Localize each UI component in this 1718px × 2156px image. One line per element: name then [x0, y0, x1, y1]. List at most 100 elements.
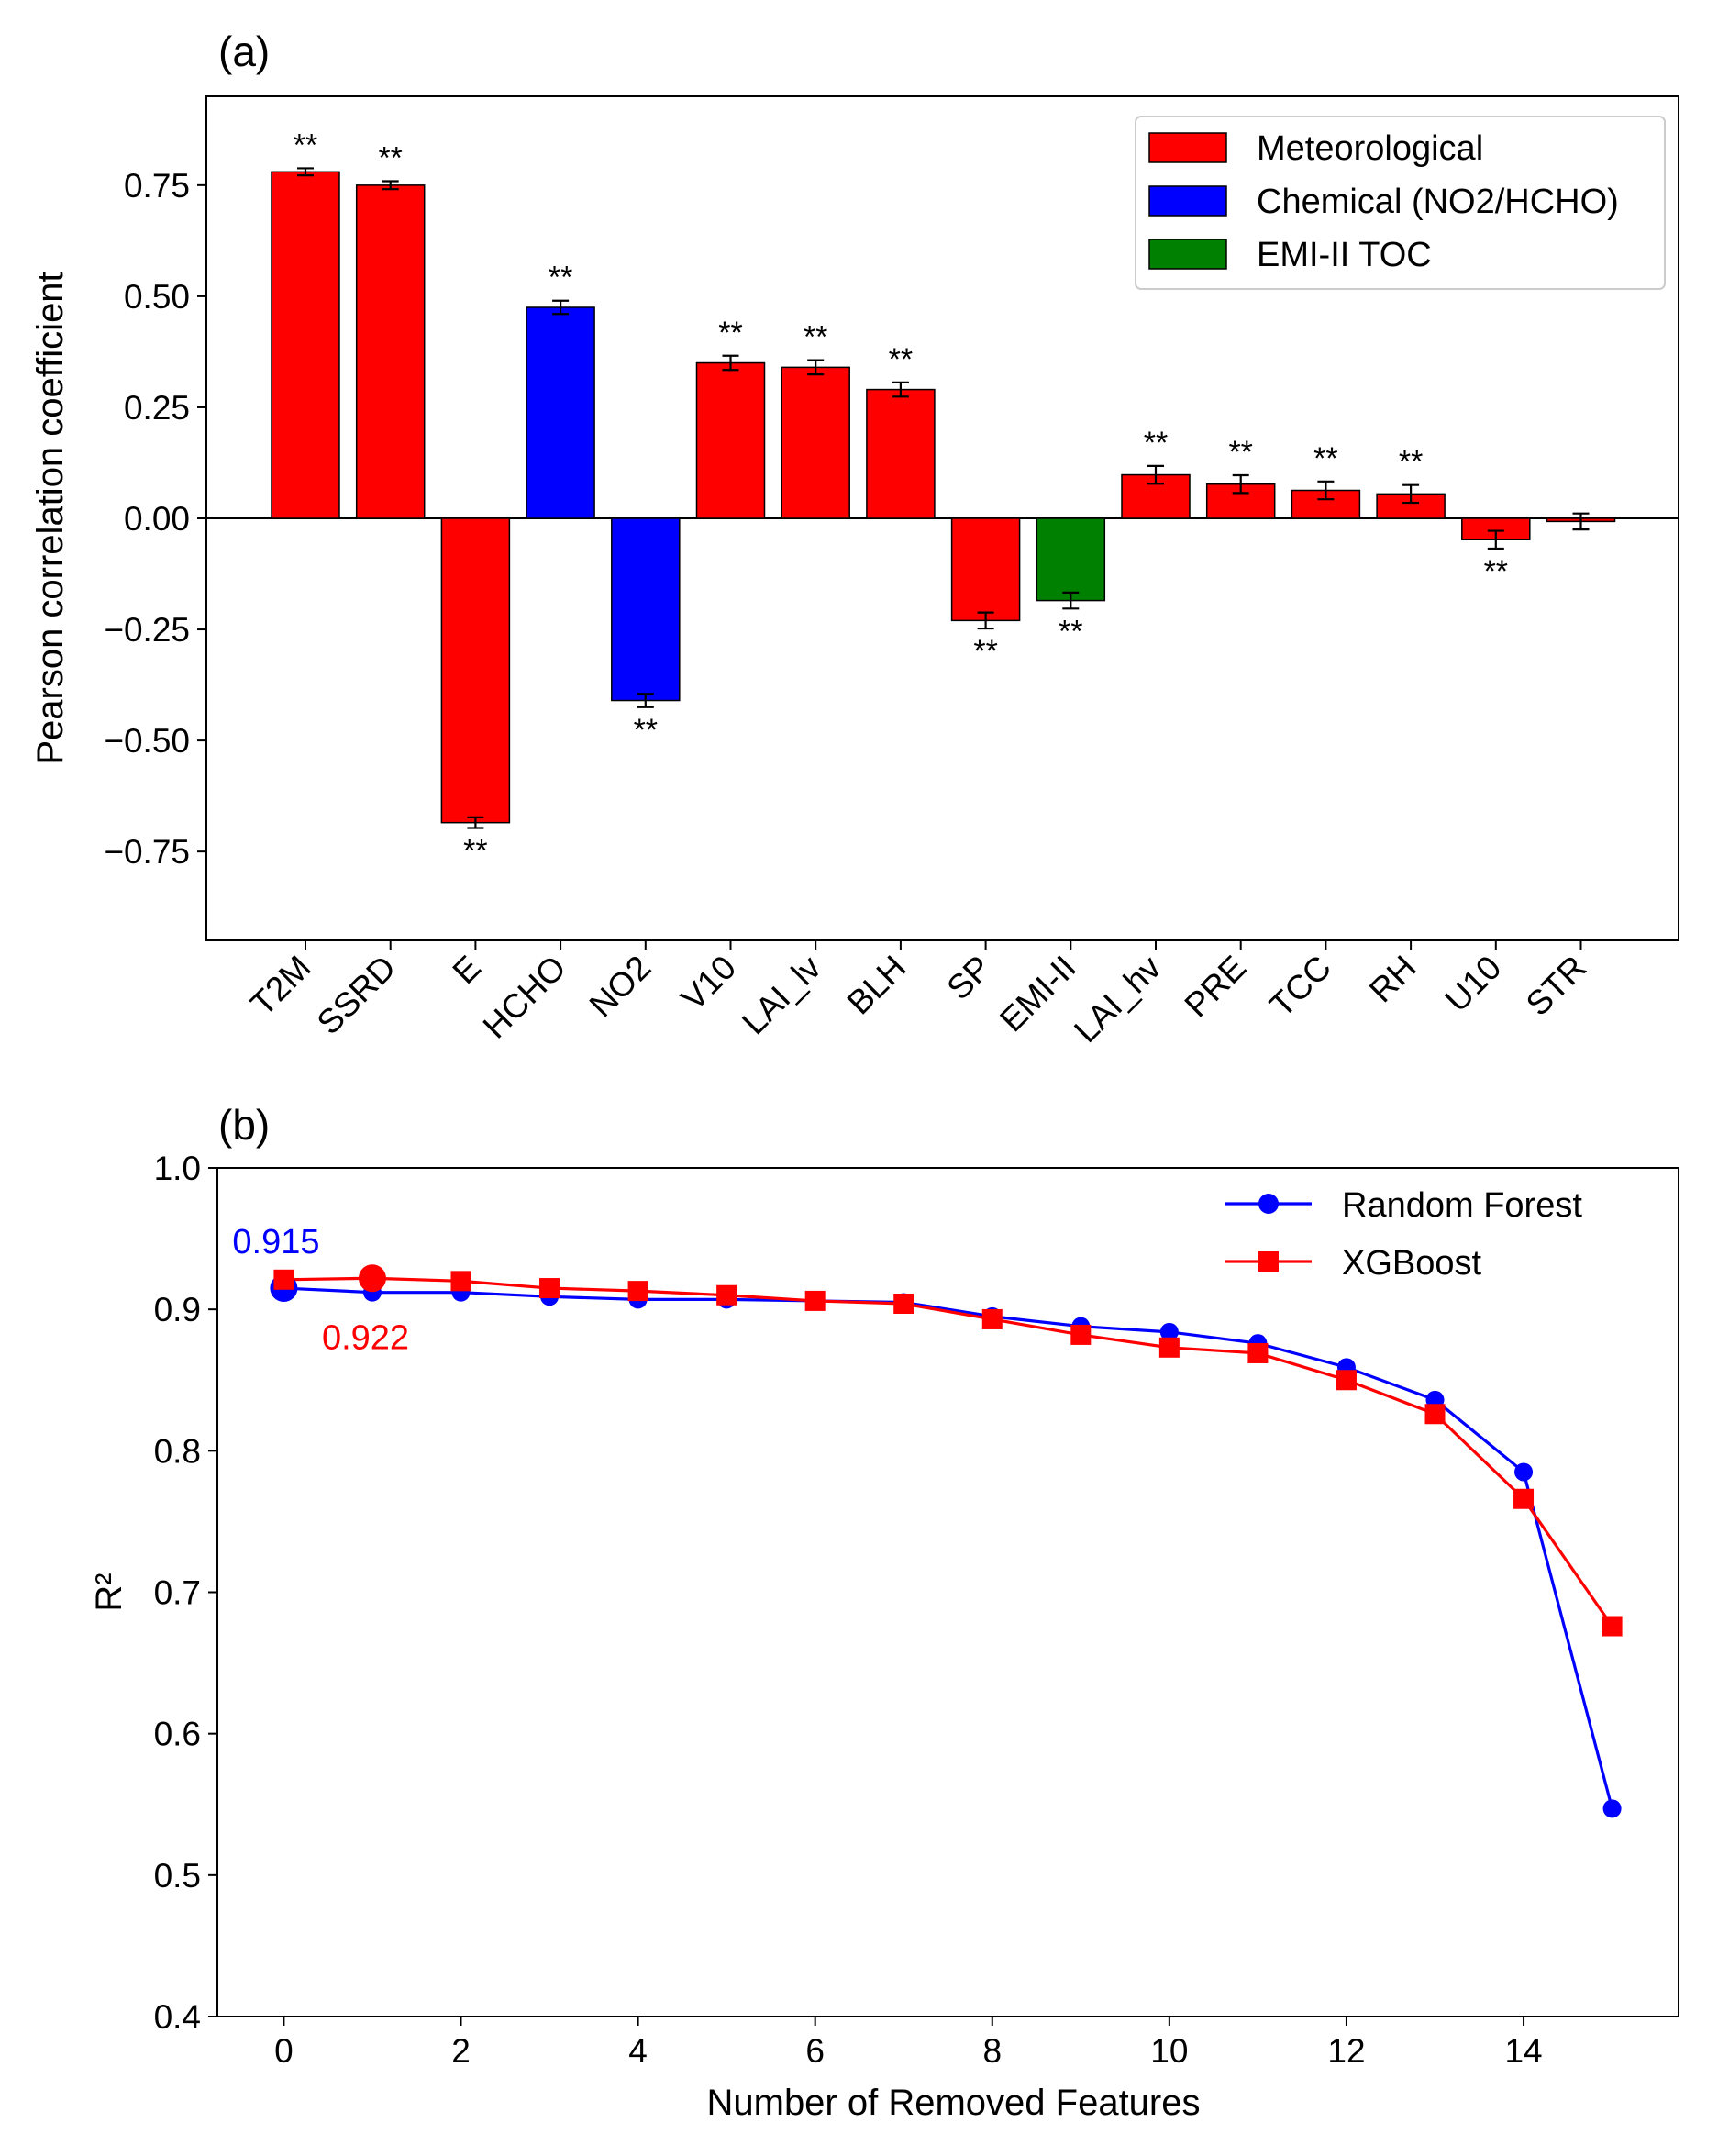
bar-E — [440, 517, 511, 824]
y-tick-label: 0.75 — [124, 167, 190, 205]
x-tick-label-HCHO: HCHO — [476, 949, 573, 1046]
point-xgboost — [450, 1271, 471, 1292]
significance-BLH: ** — [889, 342, 913, 377]
error-bar-E — [467, 816, 484, 829]
bar-BLH — [866, 388, 936, 519]
significance-NO2: ** — [634, 713, 658, 748]
significance-U10: ** — [1484, 554, 1508, 589]
significance-T2M: ** — [294, 128, 317, 162]
y-tick-label: 0.00 — [124, 500, 190, 538]
point-xgboost — [1158, 1337, 1180, 1358]
panel-b-legend: Random Forest XGBoost — [1225, 1186, 1582, 1283]
y-tick-label: −0.25 — [104, 611, 190, 649]
x-tick-label-SSRD: SSRD — [310, 949, 404, 1042]
y-tick-label: 0.7 — [154, 1574, 201, 1612]
x-tick-label: 2 — [451, 2032, 471, 2070]
point-xgboost — [804, 1290, 826, 1311]
error-bar-HCHO — [552, 299, 570, 316]
x-tick-label-LAI_lv: LAI_lv — [735, 948, 828, 1041]
x-tick-label: 4 — [628, 2032, 648, 2070]
x-tick-label-U10: U10 — [1437, 949, 1508, 1019]
point-xgboost — [716, 1284, 737, 1306]
legend-marker — [1258, 1251, 1279, 1272]
bar-T2M — [271, 171, 340, 519]
point-xgboost — [627, 1281, 648, 1302]
bar-HCHO — [526, 306, 595, 519]
y-tick-label: −0.75 — [104, 833, 190, 871]
bar-RH — [1376, 493, 1446, 519]
y-tick-label: 0.9 — [154, 1291, 201, 1328]
panel-b-y-axis-title: R² — [89, 1573, 129, 1611]
x-tick-label: 6 — [805, 2032, 825, 2070]
panel-b-line-chart: (b) R² Number of Removed Features 0.915 0… — [89, 1101, 1679, 2123]
panel-b-x-axis-title: Number of Removed Features — [706, 2083, 1200, 2123]
panel-b-label: (b) — [218, 1101, 270, 1149]
panel-a-legend: Meteorological Chemical (NO2/HCHO) EMI-II … — [1135, 116, 1666, 290]
y-tick-label: 0.6 — [154, 1716, 201, 1753]
significance-SSRD: ** — [378, 140, 402, 175]
error-bar-NO2 — [637, 693, 654, 708]
significance-LAI_hv: ** — [1144, 426, 1168, 461]
legend-swatch — [1148, 185, 1227, 217]
significance-EMI-II: ** — [1059, 614, 1082, 649]
error-bar-LAI_lv — [807, 359, 825, 376]
significance-LAI_lv: ** — [804, 320, 827, 355]
legend-label: Chemical (NO2/HCHO) — [1257, 183, 1619, 221]
x-tick-label-TCC: TCC — [1262, 949, 1338, 1025]
error-bar-TCC — [1317, 480, 1335, 501]
bar-NO2 — [611, 517, 681, 702]
y-tick-label: 1.0 — [154, 1150, 201, 1187]
y-tick-label: 0.50 — [124, 278, 190, 316]
panel-b-plot-area: 0.915 0.922 0 2 4 6 8 10 12 14 0.4 0.5 0.6 0.7 0.8 0.9 1… — [154, 1150, 1679, 2070]
error-bar-SP — [977, 611, 994, 630]
x-tick-label-V10: V10 — [674, 949, 744, 1018]
error-bar-V10 — [722, 354, 739, 372]
y-tick-label: 0.4 — [154, 1998, 201, 2036]
point-xgboost — [1247, 1342, 1269, 1363]
y-tick-label: 0.5 — [154, 1857, 201, 1895]
bar-V10 — [695, 361, 766, 519]
point-xgboost — [1424, 1404, 1446, 1425]
x-tick-label-PRE: PRE — [1178, 949, 1254, 1025]
y-tick-label: 0.8 — [154, 1432, 201, 1470]
error-bar-T2M — [297, 167, 314, 177]
panel-a-label: (a) — [218, 28, 270, 75]
panel-a-y-axis-title: Pearson correlation coefficient — [30, 272, 71, 764]
point-xgboost — [1070, 1324, 1092, 1345]
series-line-random-forest — [283, 1286, 1614, 1809]
point-random-forest — [1159, 1322, 1179, 1341]
annotation-xgboost-best: 0.922 — [322, 1318, 409, 1357]
bar-EMI-II — [1036, 517, 1106, 602]
significance-RH: ** — [1399, 445, 1423, 480]
point-xgboost — [1336, 1370, 1357, 1391]
significance-E: ** — [463, 833, 487, 868]
legend-label: Meteorological — [1257, 129, 1483, 168]
legend-swatch — [1148, 239, 1227, 270]
bar-SSRD — [355, 184, 426, 519]
error-bar-LAI_hv — [1147, 464, 1164, 485]
point-random-forest — [1514, 1462, 1534, 1482]
y-tick-label: 0.25 — [124, 389, 190, 427]
significance-TCC: ** — [1313, 441, 1337, 476]
x-tick-label-RH: RH — [1362, 949, 1424, 1010]
error-bar-PRE — [1232, 473, 1249, 495]
x-tick-label: 14 — [1504, 2032, 1542, 2070]
x-tick-label-SP: SP — [939, 949, 998, 1007]
x-tick-label-BLH: BLH — [840, 949, 914, 1022]
x-tick-label-NO2: NO2 — [582, 949, 659, 1025]
x-tick-label-LAI_hv: LAI_hv — [1067, 948, 1169, 1050]
error-bar-EMI-II — [1062, 591, 1080, 610]
x-tick-label-T2M: T2M — [243, 949, 317, 1023]
x-tick-label-STR: STR — [1519, 949, 1593, 1023]
significance-HCHO: ** — [549, 261, 572, 295]
point-random-forest — [1602, 1799, 1622, 1818]
significance-V10: ** — [718, 316, 742, 350]
legend-swatch — [1148, 132, 1227, 163]
x-tick-label: 0 — [274, 2032, 294, 2070]
significance-SP: ** — [973, 634, 997, 669]
legend-marker — [1258, 1194, 1279, 1214]
point-xgboost — [1602, 1616, 1623, 1637]
x-tick-label: 8 — [982, 2032, 1002, 2070]
annotation-random-forest-best: 0.915 — [232, 1223, 319, 1261]
